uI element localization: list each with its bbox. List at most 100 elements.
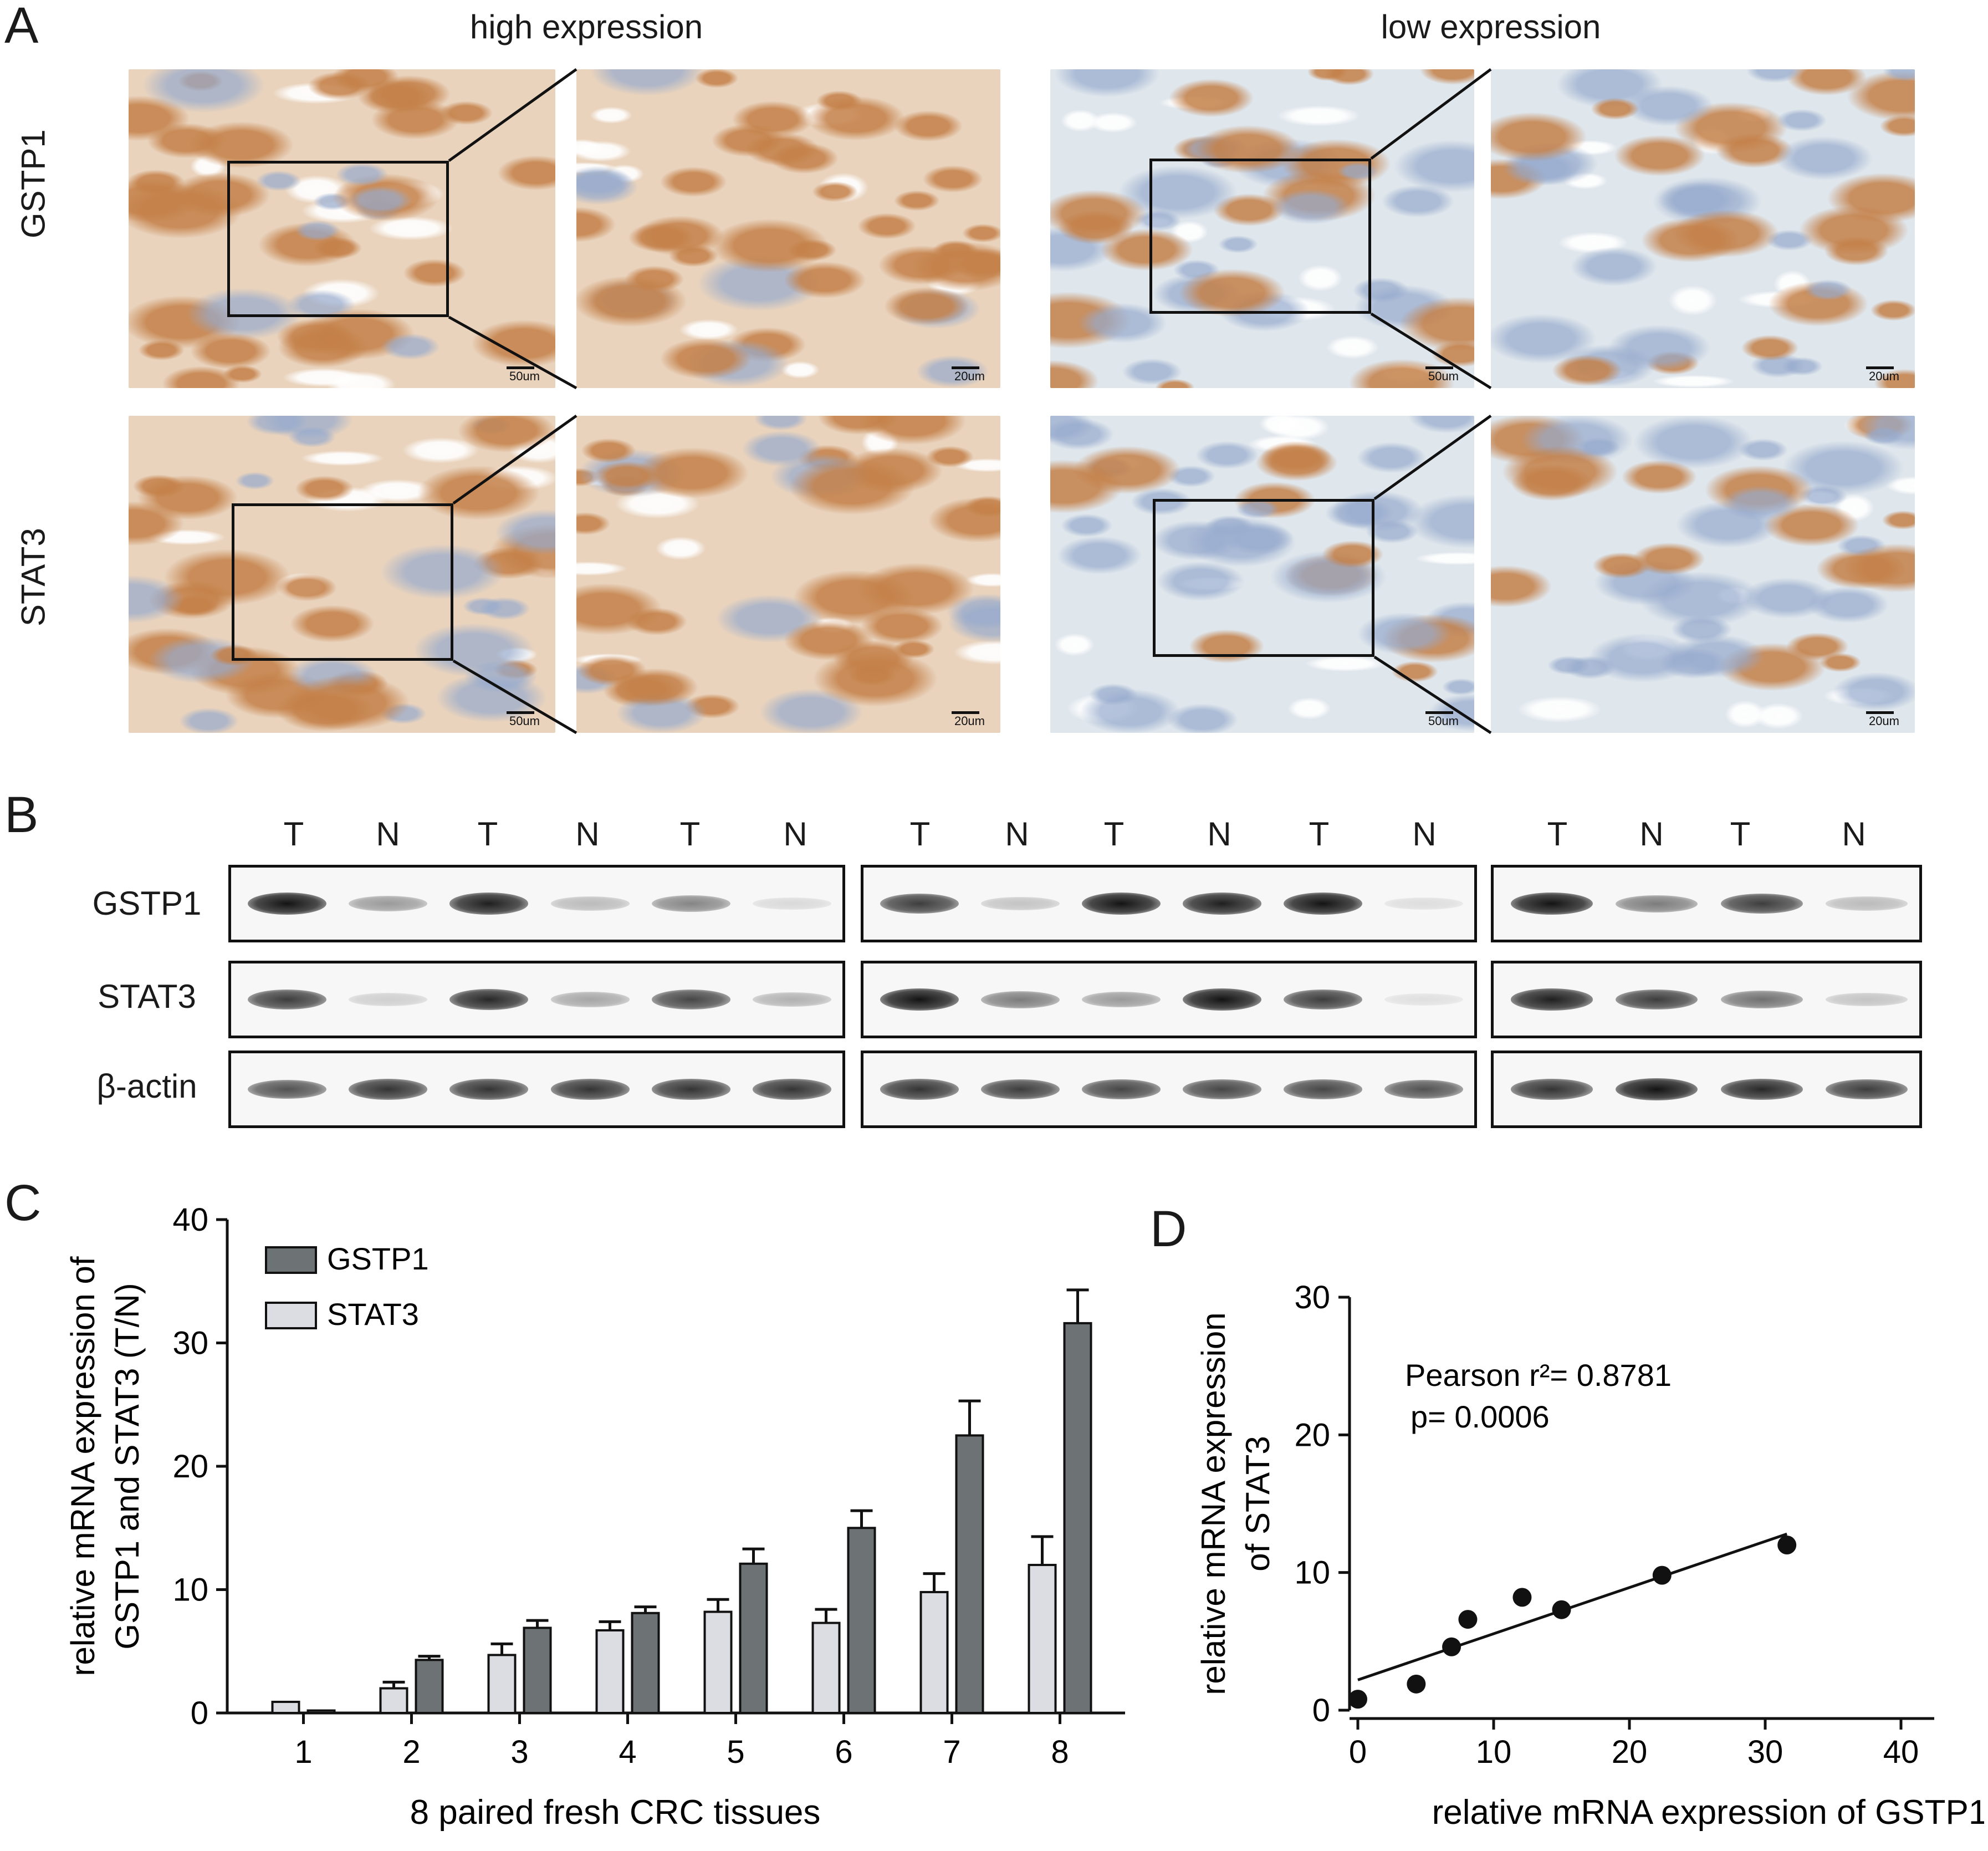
scale-bar: [1425, 366, 1453, 369]
legend-label-gstp1: GSTP1: [327, 1241, 429, 1276]
band: [880, 1079, 959, 1100]
band: [349, 1079, 428, 1100]
band: [1826, 992, 1908, 1007]
data-point: [1512, 1588, 1532, 1607]
band: [1384, 1079, 1463, 1099]
band: [981, 1079, 1060, 1100]
scale-bar-label: 20um: [1868, 714, 1899, 728]
bar-stat3: [595, 1629, 625, 1714]
header-high-expression: high expression: [469, 8, 703, 45]
micrograph-stat3-low-overview: 50um: [1050, 416, 1474, 733]
band: [1183, 988, 1261, 1011]
lane-label: T: [1730, 815, 1751, 853]
band: [1720, 893, 1803, 914]
band: [651, 1079, 730, 1100]
panel-d-letter: D: [1150, 1201, 1187, 1257]
band: [550, 992, 630, 1007]
band: [449, 1079, 529, 1100]
bar-stat3: [379, 1687, 408, 1714]
scale-bar-label: 50um: [509, 369, 540, 383]
lane-label: T: [1547, 815, 1568, 853]
band: [752, 897, 831, 910]
legend-label-stat3: STAT3: [327, 1297, 419, 1332]
data-point: [1652, 1566, 1672, 1585]
scale-bar: [507, 366, 534, 369]
x-tick-label: 5: [727, 1734, 744, 1770]
bar-gstp1: [523, 1626, 552, 1714]
band: [752, 992, 831, 1007]
band: [550, 1079, 630, 1100]
zoom-region-box: [1149, 159, 1371, 314]
x-tick-label: 10: [1476, 1734, 1512, 1770]
bar-gstp1: [739, 1562, 768, 1715]
scale-bar-label: 20um: [1868, 369, 1899, 383]
band: [550, 896, 630, 911]
band: [1183, 1079, 1261, 1099]
band: [1720, 991, 1803, 1008]
band: [981, 991, 1060, 1008]
y-tick-label: 0: [191, 1695, 208, 1731]
lane-label: N: [376, 815, 400, 853]
band: [651, 895, 730, 912]
bar-stat3: [703, 1610, 733, 1714]
band: [651, 990, 730, 1009]
lane-label: T: [909, 815, 931, 853]
band: [248, 1079, 327, 1099]
bar-gstp1: [631, 1612, 660, 1715]
y-tick-label: 0: [1312, 1692, 1330, 1728]
band: [752, 1079, 831, 1100]
micrograph-gstp1-low-zoom: 20um: [1491, 69, 1915, 388]
y-axis-label-line1: relative mRNA expression of: [64, 1256, 101, 1676]
band: [1384, 993, 1463, 1006]
band: [1284, 989, 1362, 1010]
y-tick-label: 10: [172, 1572, 208, 1608]
band: [1826, 896, 1908, 911]
scale-bar-label: 50um: [1428, 369, 1459, 383]
x-axis-label: relative mRNA expression of GSTP1: [1432, 1793, 1984, 1832]
band: [1616, 989, 1698, 1010]
data-point: [1407, 1674, 1426, 1694]
micrograph-gstp1-high-overview: 50um: [129, 69, 555, 388]
band: [349, 993, 428, 1006]
blot-gstp1: [861, 865, 1477, 942]
bar-stat3: [487, 1654, 517, 1714]
lane-label: N: [1842, 815, 1866, 853]
y-axis-label-line2: of STAT3: [1239, 1436, 1276, 1572]
x-tick-label: 40: [1883, 1734, 1919, 1770]
scale-bar-label: 50um: [1428, 714, 1459, 728]
x-tick-label: 6: [835, 1734, 852, 1770]
y-tick-label: 40: [172, 1202, 208, 1238]
scale-bar: [1866, 711, 1894, 714]
x-tick-label: 0: [1349, 1734, 1367, 1770]
blot-label-stat3: STAT3: [98, 978, 196, 1015]
x-tick-label: 8: [1051, 1734, 1069, 1770]
header-low-expression: low expression: [1381, 8, 1601, 45]
lane-label: T: [283, 815, 304, 853]
bar-stat3: [919, 1590, 949, 1715]
band: [1510, 1079, 1593, 1100]
blot-stat3: [1491, 961, 1922, 1038]
band: [1284, 1079, 1362, 1099]
scale-bar: [952, 711, 979, 714]
band: [1082, 991, 1161, 1008]
scale-bar: [507, 711, 534, 714]
band: [1720, 1078, 1803, 1100]
band: [1284, 893, 1362, 915]
band: [981, 896, 1060, 911]
data-point: [1777, 1536, 1797, 1554]
fit-line: [1357, 1532, 1788, 1681]
band: [880, 893, 959, 914]
scale-bar-label: 20um: [954, 714, 985, 728]
panel-b-letter: B: [4, 787, 39, 843]
y-tick-label: 20: [172, 1449, 208, 1485]
band: [248, 893, 327, 915]
micrograph-stat3-high-zoom: 20um: [576, 416, 1000, 733]
annotation-p-value: p= 0.0006: [1410, 1399, 1550, 1434]
data-point: [1552, 1600, 1571, 1619]
blot-gstp1: [228, 865, 845, 942]
zoom-connectors: [448, 68, 1492, 735]
blot-stat3: [861, 961, 1477, 1038]
blot-label-gstp1: GSTP1: [92, 885, 202, 922]
lane-label: T: [1309, 815, 1330, 853]
band: [449, 988, 529, 1011]
